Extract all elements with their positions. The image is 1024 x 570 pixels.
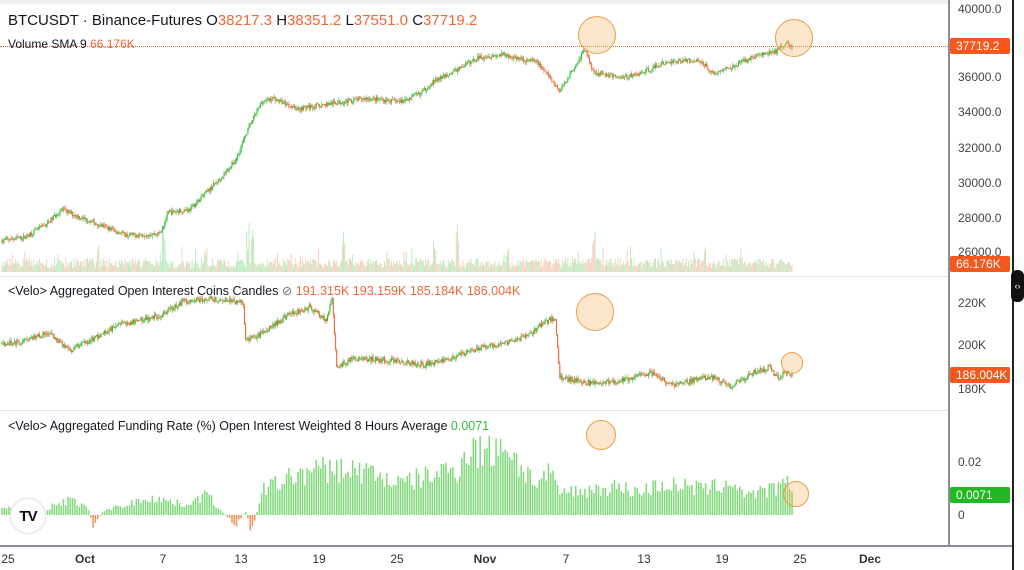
time-axis-label: Oct xyxy=(74,552,96,566)
price-tick: 28000.0 xyxy=(958,211,1002,225)
close-label: C xyxy=(412,12,424,29)
time-axis-label: 13 xyxy=(637,552,651,566)
time-axis-label: Dec xyxy=(858,552,882,566)
high-label: H xyxy=(276,12,288,29)
open-interest-candles-chart[interactable] xyxy=(0,277,948,410)
funding-tick: 0 xyxy=(958,508,965,522)
time-axis-label: 25 xyxy=(1,552,15,566)
symbol-title: BTCUSDT · Binance-Futures xyxy=(8,12,202,29)
open-value: 38217.3 xyxy=(217,12,273,29)
hide-icon[interactable]: ⊘ xyxy=(281,284,293,298)
price-tick: 36000.0 xyxy=(958,70,1002,84)
low-value: 37551.0 xyxy=(353,12,409,29)
open-interest-legend: <Velo> Aggregated Open Interest Coins Ca… xyxy=(8,283,520,298)
funding-rate-title: <Velo> Aggregated Funding Rate (%) Open … xyxy=(8,419,448,433)
time-axis-label: 25 xyxy=(793,552,807,566)
price-tick: 34000.0 xyxy=(958,105,1002,119)
volume-label: Volume SMA 9 xyxy=(8,37,87,51)
symbol-legend: BTCUSDT · Binance-Futures O38217.3 H3835… xyxy=(8,12,477,29)
open-interest-title: <Velo> Aggregated Open Interest Coins Ca… xyxy=(8,284,279,298)
highlight-circle-price-peak xyxy=(578,16,616,54)
highlight-circle-price-latest xyxy=(775,19,813,57)
time-axis-label: 19 xyxy=(312,552,326,566)
funding-last-tag: 0.0071 xyxy=(950,487,1010,503)
highlight-circle-funding-peak xyxy=(586,420,616,450)
price-pane[interactable] xyxy=(0,4,948,276)
highlight-circle-oi-latest xyxy=(781,352,803,374)
volume-value: 66.176K xyxy=(90,37,135,51)
time-axis-label: 13 xyxy=(234,552,248,566)
pane-separator-1[interactable] xyxy=(0,276,1012,277)
price-tick: 26000.0 xyxy=(958,245,1002,259)
time-axis-label: Nov xyxy=(473,552,497,566)
close-value: 37719.2 xyxy=(423,12,478,29)
price-axis[interactable]: 40000.0 36000.0 34000.0 32000.0 30000.0 … xyxy=(948,0,1014,546)
funding-tick: 0.02 xyxy=(958,455,982,469)
oi-tick: 180K xyxy=(958,382,987,396)
funding-rate-legend: <Velo> Aggregated Funding Rate (%) Open … xyxy=(8,419,489,433)
oi-tick: 220K xyxy=(958,296,987,310)
top-strip xyxy=(0,0,948,4)
pane-separator-2[interactable] xyxy=(0,410,1012,411)
oi-close-value: 186.004K xyxy=(466,284,521,298)
low-label: L xyxy=(345,12,354,29)
tradingview-logo[interactable]: TV xyxy=(10,498,46,534)
oi-high-value: 193.159K xyxy=(352,284,407,298)
price-tick: 32000.0 xyxy=(958,141,1002,155)
oi-open-value: 191.315K xyxy=(295,284,350,298)
funding-rate-value: 0.0071 xyxy=(450,419,490,433)
price-tick: 40000.0 xyxy=(958,2,1002,16)
time-axis-label: 19 xyxy=(715,552,729,566)
time-axis-label: 25 xyxy=(390,552,404,566)
last-price-tag: 37719.2 xyxy=(950,38,1010,54)
open-label: O xyxy=(206,12,218,29)
collapse-panel-handle[interactable]: ‹› xyxy=(1011,270,1024,302)
oi-low-value: 185.184K xyxy=(409,284,464,298)
time-axis-separator xyxy=(0,545,1012,547)
oi-tick: 200K xyxy=(958,338,987,352)
time-axis-label: 7 xyxy=(159,552,167,566)
volume-tag: 66.176K xyxy=(950,256,1010,272)
price-candles-chart[interactable] xyxy=(0,4,948,276)
high-value: 38351.2 xyxy=(287,12,342,29)
time-axis[interactable]: 25 Oct 7 13 19 25 Nov 7 13 19 25 Dec xyxy=(0,547,948,570)
price-tick: 30000.0 xyxy=(958,176,1002,190)
volume-legend: Volume SMA 9 66.176K xyxy=(8,37,135,51)
highlight-circle-funding-latest xyxy=(783,481,809,507)
last-price-line xyxy=(0,46,948,47)
oi-last-tag: 186.004K xyxy=(950,367,1010,383)
highlight-circle-oi-peak xyxy=(576,293,614,331)
open-interest-pane[interactable] xyxy=(0,277,948,410)
time-axis-label: 7 xyxy=(562,552,570,566)
